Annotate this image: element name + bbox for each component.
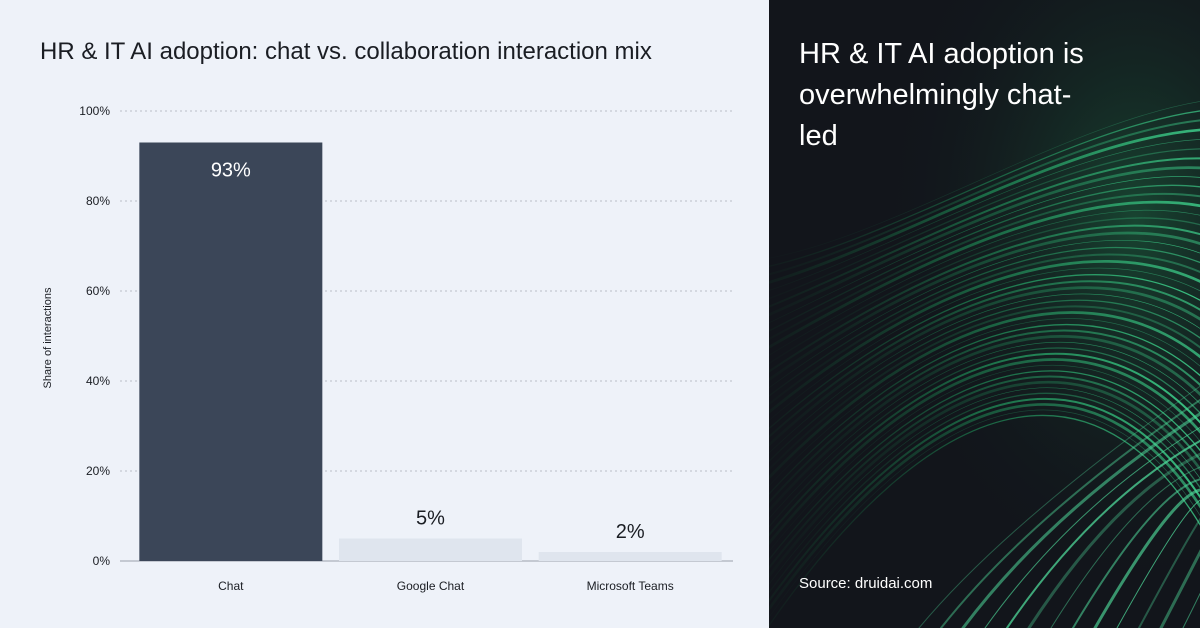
green-light-streaks-graphic bbox=[769, 0, 1200, 628]
chart-title: HR & IT AI adoption: chat vs. collaborat… bbox=[40, 38, 652, 65]
bar-chart: 0% 20% 40% 60% 80% 100% Share of interactions 9… bbox=[42, 104, 733, 593]
y-axis-label: Share of interactions bbox=[42, 287, 54, 388]
bar bbox=[339, 538, 522, 561]
y-tick-label: 0% bbox=[93, 554, 111, 568]
x-category-label: Microsoft Teams bbox=[587, 579, 674, 593]
bar-value-label: 5% bbox=[416, 508, 445, 530]
source-note: Source: druidai.com bbox=[799, 575, 933, 592]
x-category-label: Google Chat bbox=[397, 579, 465, 593]
chart-panel: HR & IT AI adoption: chat vs. collaborat… bbox=[40, 38, 733, 593]
y-tick-label: 20% bbox=[86, 464, 110, 478]
headline-panel: HR & IT AI adoption is overwhelmingly ch… bbox=[769, 0, 1200, 628]
y-tick-label: 60% bbox=[86, 284, 110, 298]
bar-value-label: 93% bbox=[211, 160, 251, 182]
y-tick-label: 80% bbox=[86, 194, 110, 208]
bar bbox=[538, 552, 722, 561]
y-tick-label: 40% bbox=[86, 374, 110, 388]
bar-value-label: 2% bbox=[616, 521, 645, 543]
bar bbox=[139, 142, 323, 561]
headline: HR & IT AI adoption is overwhelmingly ch… bbox=[799, 38, 1084, 152]
x-category-label: Chat bbox=[218, 579, 244, 593]
y-tick-label: 100% bbox=[79, 104, 110, 118]
